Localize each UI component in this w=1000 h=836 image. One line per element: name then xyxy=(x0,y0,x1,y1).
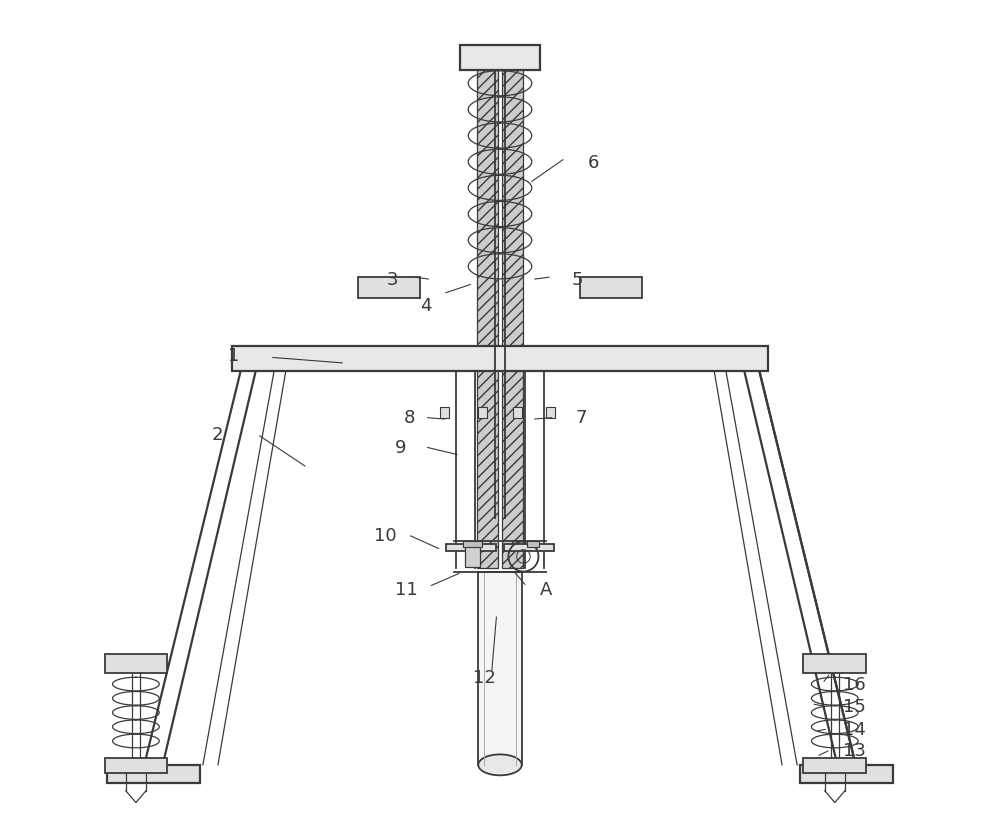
Text: 15: 15 xyxy=(843,697,866,716)
Bar xyxy=(580,278,642,298)
Bar xyxy=(478,573,522,765)
Text: 8: 8 xyxy=(404,409,415,427)
Bar xyxy=(105,655,167,673)
Bar xyxy=(803,758,866,773)
Bar xyxy=(546,408,555,418)
Bar xyxy=(803,655,866,673)
Text: 7: 7 xyxy=(575,409,587,427)
Text: 13: 13 xyxy=(843,741,866,759)
Ellipse shape xyxy=(478,754,522,776)
Bar xyxy=(463,541,482,548)
Bar xyxy=(513,408,522,418)
Bar xyxy=(105,758,167,773)
Bar xyxy=(527,541,539,548)
Bar xyxy=(446,544,496,552)
Bar xyxy=(504,544,554,552)
Text: 1: 1 xyxy=(228,346,239,364)
Text: 14: 14 xyxy=(843,720,866,738)
Bar xyxy=(502,54,523,568)
Text: A: A xyxy=(540,580,553,599)
Bar xyxy=(232,347,768,372)
Bar xyxy=(440,408,449,418)
Text: 4: 4 xyxy=(420,296,432,314)
Text: 9: 9 xyxy=(395,438,407,456)
Bar xyxy=(460,46,540,71)
Bar xyxy=(465,546,480,568)
Bar xyxy=(358,278,420,298)
Text: 6: 6 xyxy=(588,154,599,172)
Text: 12: 12 xyxy=(473,668,496,686)
Text: 10: 10 xyxy=(374,526,397,544)
Text: 11: 11 xyxy=(395,580,418,599)
Bar xyxy=(800,765,893,783)
Bar xyxy=(477,54,498,568)
Bar xyxy=(478,408,487,418)
Text: 5: 5 xyxy=(571,271,583,289)
Text: 16: 16 xyxy=(843,675,866,693)
Text: 3: 3 xyxy=(387,271,399,289)
Text: 2: 2 xyxy=(211,426,223,444)
Bar xyxy=(107,765,200,783)
